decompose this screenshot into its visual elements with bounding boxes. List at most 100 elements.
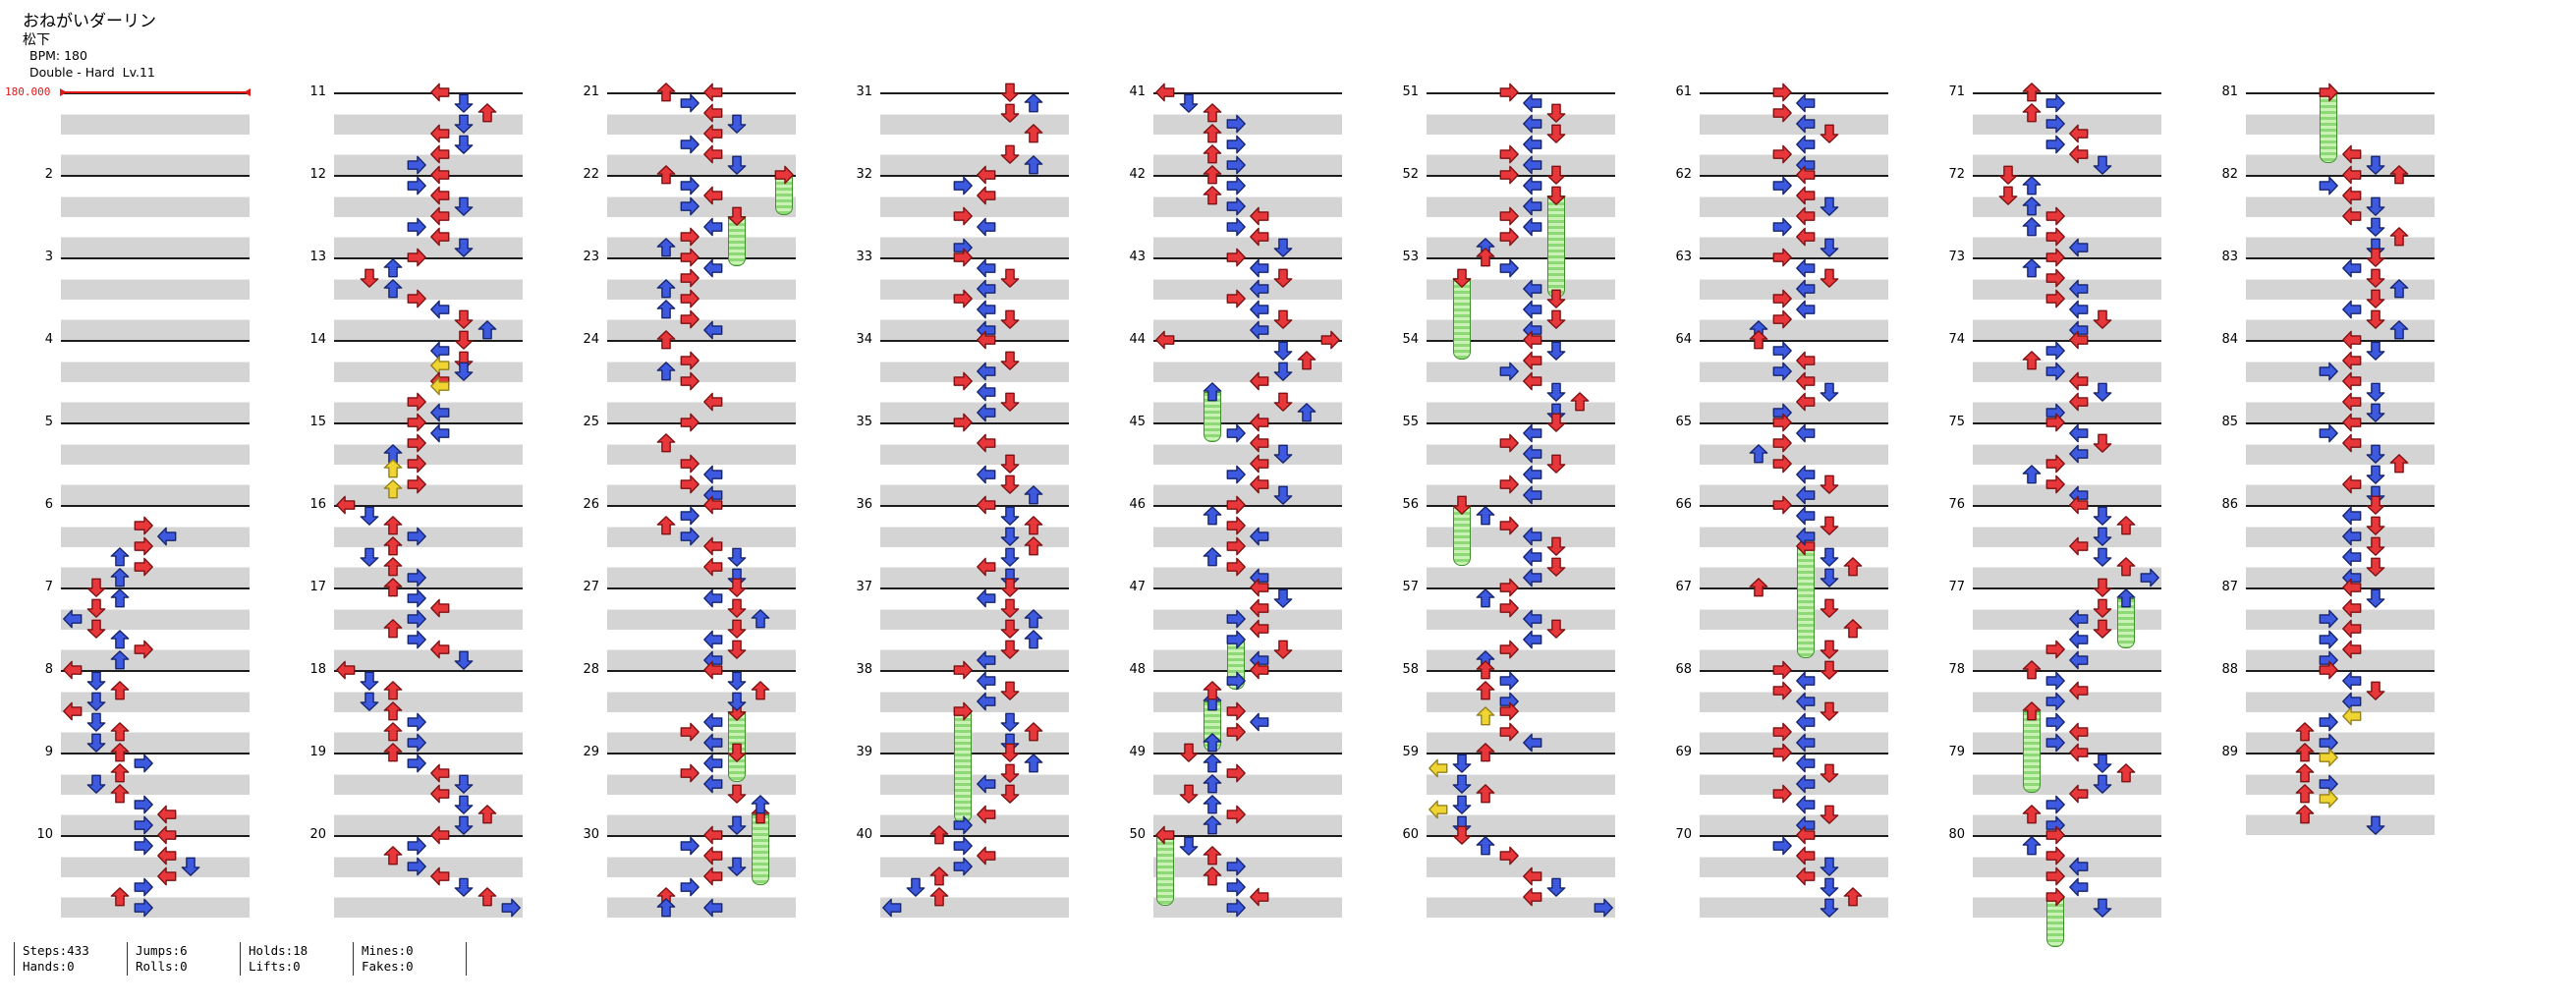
note-arrow-left [2341,350,2363,371]
note-arrow-down [2365,340,2386,362]
note-arrow-left [976,164,997,186]
measure-88 [2246,670,2435,753]
note-arrow-up [928,824,950,846]
note-arrow-up [1202,546,1223,568]
note-arrow-up [2294,804,2316,825]
measure-69 [1700,753,1888,835]
note-arrow-down [726,597,748,619]
note-arrow-down [999,453,1021,475]
note-arrow-right [1225,762,1247,784]
measure-number-77: 77 [1948,580,1965,594]
note-arrow-left [429,205,451,227]
note-arrow-left [1522,443,1543,465]
measure-58 [1427,670,1615,753]
measure-24 [607,340,796,422]
measure-75 [1973,422,2161,505]
note-arrow-down [453,794,475,815]
note-arrow-up [382,478,404,500]
measure-number-39: 39 [856,745,872,759]
note-arrow-down [999,597,1021,619]
note-arrow-up [1202,794,1223,815]
note-arrow-down [85,711,107,733]
note-arrow-left [1249,412,1270,433]
measure-55 [1427,422,1615,505]
measure-number-5: 5 [44,415,53,429]
note-arrow-left [976,494,997,516]
note-arrow-left [429,123,451,144]
note-arrow-up [382,458,404,479]
note-arrow-down [1272,308,1294,330]
note-arrow-left [1522,422,1543,444]
note-arrow-right [1225,515,1247,536]
note-arrow-up [2021,835,2043,857]
measure-number-30: 30 [583,827,599,842]
note-arrow-left [429,164,451,186]
note-arrow-down [453,237,475,258]
note-arrow-up [1023,484,1044,506]
stat-value: Rolls:0 [136,959,188,974]
note-arrow-right [2044,711,2066,733]
note-arrow-left [1522,216,1543,238]
measure-number-8: 8 [44,662,53,677]
note-arrow-right [952,856,974,877]
measure-number-59: 59 [1402,745,1419,759]
stats-cell-2: Jumps:6 Rolls:0 [127,942,240,976]
note-arrow-down [1819,123,1840,144]
note-arrow-up [382,515,404,536]
note-arrow-up [655,515,677,536]
measure-number-18: 18 [309,662,326,677]
note-arrow-left [335,494,357,516]
measure-number-21: 21 [583,84,599,99]
note-arrow-up [928,886,950,908]
note-arrow-left [976,845,997,866]
note-arrow-left [2068,680,2090,701]
note-arrow-right [1771,82,1793,103]
note-arrow-left [702,257,724,279]
measure-63 [1700,257,1888,340]
chart-column-6: 51 52 53 54 55 56 57 58 59 60 [1402,83,1615,918]
note-arrow-right [1771,308,1793,330]
measure-number-38: 38 [856,662,872,677]
note-arrow-up [1475,705,1496,727]
note-arrow-up [2021,700,2043,722]
note-arrow-right [679,308,700,330]
measure-number-47: 47 [1129,580,1146,594]
note-arrow-down [1545,102,1567,124]
note-arrow-right [406,856,427,877]
measure-number-7: 7 [44,580,53,594]
note-arrow-right [1225,175,1247,196]
note-arrow-right [406,567,427,588]
note-arrow-right [1225,876,1247,898]
note-arrow-down [2365,556,2386,578]
note-arrow-left [702,556,724,578]
measure-number-37: 37 [856,580,872,594]
note-arrow-left [976,773,997,795]
note-arrow-left [1795,226,1817,248]
note-arrow-left [1249,278,1270,300]
measure-number-25: 25 [583,415,599,429]
note-arrow-left [1428,757,1449,779]
measure-67 [1700,587,1888,670]
note-arrow-right [133,639,154,660]
note-arrow-right [406,247,427,268]
stat-value: Lifts:0 [249,959,301,974]
note-arrow-right [1771,247,1793,268]
note-arrow-down [999,391,1021,413]
note-arrow-down [1545,123,1567,144]
note-arrow-left [1795,370,1817,392]
measure-39 [880,753,1069,835]
measure-79 [1973,753,2161,835]
note-arrow-right [1498,670,1520,692]
note-arrow-right [1225,804,1247,825]
note-arrow-left [429,185,451,206]
note-arrow-left [1795,732,1817,754]
note-arrow-up [2388,319,2410,341]
note-arrow-left [2341,391,2363,413]
measure-number-86: 86 [2221,497,2238,512]
note-arrow-up [382,278,404,300]
note-arrow-left [2068,237,2090,258]
note-arrow-left [429,226,451,248]
measure-number-44: 44 [1129,332,1146,347]
note-arrow-left [2068,143,2090,165]
note-arrow-right [1771,361,1793,382]
